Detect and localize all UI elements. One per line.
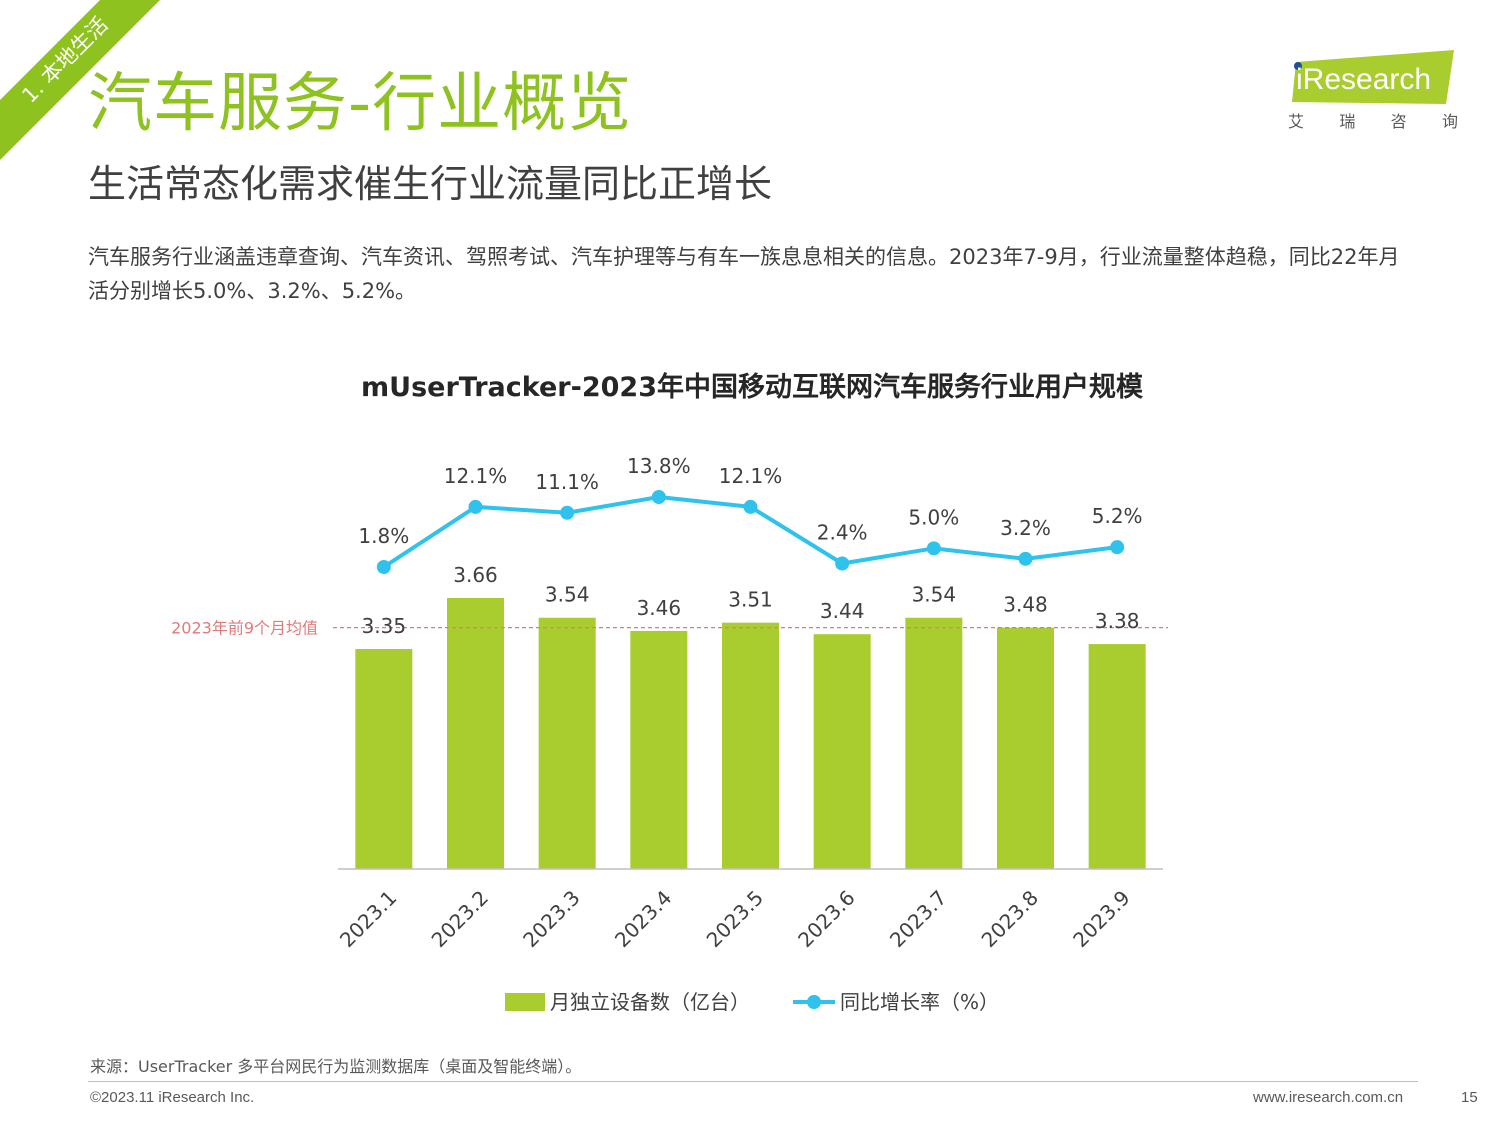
bar xyxy=(997,627,1054,869)
legend-bar-label: 月独立设备数（亿台） xyxy=(550,990,750,1014)
bar-value-label: 3.66 xyxy=(453,563,498,587)
bar-value-label: 3.51 xyxy=(728,588,773,612)
page-number: 15 xyxy=(1461,1089,1478,1106)
bar-value-label: 3.38 xyxy=(1095,609,1140,633)
source-note: 来源：UserTracker 多平台网民行为监测数据库（桌面及智能终端）。 xyxy=(90,1057,582,1076)
logo-subtitle: 艾 瑞 咨 询 xyxy=(1288,108,1458,132)
x-tick-label: 2023.2 xyxy=(427,886,493,952)
x-tick-label: 2023.3 xyxy=(518,886,584,952)
page-subtitle: 生活常态化需求催生行业流量同比正增长 xyxy=(88,162,773,206)
x-tick-label: 2023.7 xyxy=(885,886,951,952)
growth-rate-point xyxy=(651,490,666,504)
average-reference-label: 2023年前9个月均值 xyxy=(171,619,318,638)
growth-rate-label: 12.1% xyxy=(719,464,783,488)
growth-rate-label: 12.1% xyxy=(444,464,508,488)
growth-rate-point xyxy=(926,541,941,556)
bar xyxy=(447,598,504,869)
growth-rate-point xyxy=(743,499,758,514)
growth-rate-point xyxy=(1110,540,1125,555)
bar-value-label: 3.46 xyxy=(637,596,682,620)
bar xyxy=(813,634,871,869)
intro-paragraph: 汽车服务行业涵盖违章查询、汽车资讯、驾照考试、汽车护理等与有车一族息息相关的信息… xyxy=(88,245,1400,303)
chart-title: mUserTracker-2023年中国移动互联网汽车服务行业用户规模 xyxy=(361,371,1143,403)
page-title: 汽车服务-行业概览 xyxy=(88,67,633,141)
logo-char: 瑞 xyxy=(1339,112,1356,131)
legend-line-marker xyxy=(807,995,821,1009)
growth-rate-point xyxy=(376,560,391,574)
legend-line-label: 同比增长率（%） xyxy=(840,990,999,1014)
bar xyxy=(538,617,596,869)
growth-rate-label: 2.4% xyxy=(817,521,868,545)
section-ribbon xyxy=(0,0,160,160)
bar xyxy=(630,630,688,869)
copyright: ©2023.11 iResearch Inc. xyxy=(90,1089,255,1106)
growth-rate-label: 3.2% xyxy=(1000,516,1051,540)
logo-char: 艾 xyxy=(1288,112,1305,131)
legend-bar-swatch xyxy=(505,993,545,1011)
growth-rate-label: 13.8% xyxy=(627,454,691,478)
x-tick-label: 2023.6 xyxy=(793,886,859,952)
chart-legend: 月独立设备数（亿台） 同比增长率（%） xyxy=(505,990,999,1014)
bar-value-label: 3.54 xyxy=(545,583,590,607)
growth-rate-label: 5.0% xyxy=(908,505,959,529)
growth-rate-point xyxy=(835,556,850,571)
logo-char: 咨 xyxy=(1390,112,1407,131)
growth-rate-point xyxy=(560,505,575,520)
x-tick-label: 2023.8 xyxy=(977,886,1043,952)
website-link[interactable]: www.iresearch.com.cn xyxy=(1253,1089,1404,1106)
footer-divider xyxy=(88,1081,1418,1082)
bar xyxy=(1088,644,1146,869)
bar-value-label: 3.44 xyxy=(820,599,865,623)
logo-brand: iResearch xyxy=(1296,63,1431,96)
bar-value-label: 3.35 xyxy=(362,614,407,638)
iresearch-logo: iResearch xyxy=(1292,50,1454,104)
growth-rate-point xyxy=(1018,551,1033,566)
growth-rate-label: 5.2% xyxy=(1092,504,1143,528)
growth-rate-label: 1.8% xyxy=(358,524,409,548)
logo-char: 询 xyxy=(1441,112,1458,131)
bar xyxy=(905,617,963,869)
bar xyxy=(355,649,413,869)
bar xyxy=(722,622,779,869)
bar-value-label: 3.54 xyxy=(912,583,957,607)
x-tick-label: 2023.5 xyxy=(702,886,768,952)
growth-rate-label: 11.1% xyxy=(535,470,599,494)
x-tick-label: 2023.1 xyxy=(335,886,401,952)
x-tick-label: 2023.4 xyxy=(610,886,676,952)
growth-rate-point xyxy=(468,499,483,514)
x-tick-label: 2023.9 xyxy=(1068,886,1134,952)
bar-value-label: 3.48 xyxy=(1003,593,1048,617)
